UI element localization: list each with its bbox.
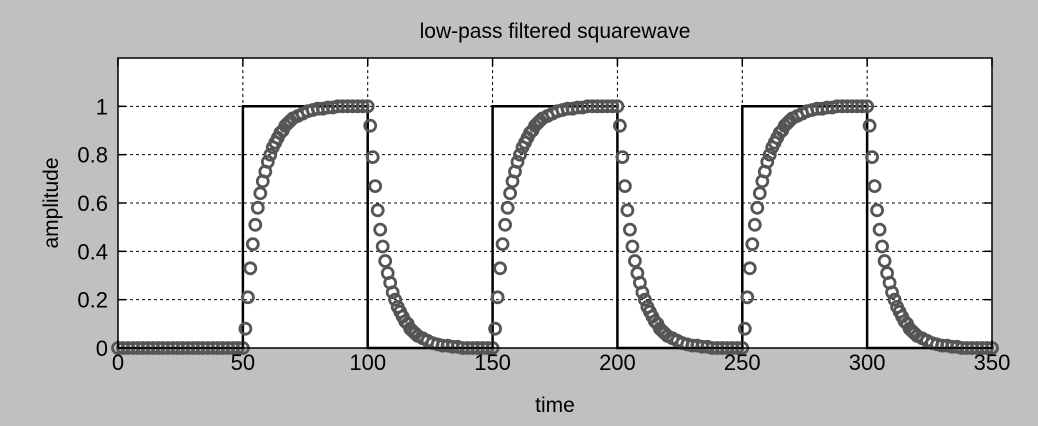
x-tick-label: 100 — [349, 350, 386, 375]
filtered-point — [885, 285, 899, 300]
filtered-point — [870, 203, 884, 218]
x-tick-label: 350 — [974, 350, 1011, 375]
filtered-point — [378, 254, 393, 268]
filtered-point — [370, 203, 385, 218]
filtered-point — [855, 99, 869, 114]
x-tick-label: 150 — [474, 350, 511, 375]
y-tick-label: 0.8 — [77, 143, 108, 168]
filtered-point — [243, 261, 258, 276]
chart-title: low-pass filtered squarewave — [420, 20, 691, 43]
filtered-point — [635, 285, 650, 300]
filtered-point — [240, 290, 255, 305]
filtered-point — [610, 99, 625, 114]
filtered-point — [368, 179, 383, 194]
filtered-point — [375, 239, 390, 254]
x-tick-label: 0 — [112, 350, 124, 375]
filtered-point — [887, 292, 902, 307]
y-axis-label: amplitude — [40, 157, 63, 248]
filtered-point — [872, 222, 887, 237]
filtered-point — [495, 237, 510, 252]
x-axis-label: time — [535, 394, 575, 417]
filtered-point — [365, 150, 380, 165]
filtered-point — [760, 154, 775, 169]
filtered-point — [493, 261, 508, 276]
filtered-point — [613, 118, 627, 133]
filtered-point — [245, 237, 260, 252]
filtered-point — [503, 186, 518, 201]
x-tick-label: 200 — [599, 350, 636, 375]
tick-layer: 0 50 100 150 200 250 300 350 0 0.2 0.4 0.6 0.8 1 — [77, 58, 1010, 375]
x-tick-label: 300 — [849, 350, 886, 375]
filtered-point — [628, 254, 642, 268]
y-tick-label: 1 — [96, 94, 108, 119]
filtered-point — [867, 179, 882, 194]
y-tick-label: 0.6 — [77, 191, 108, 216]
filtered-point — [360, 99, 375, 114]
filtered-point — [865, 150, 879, 165]
filtered-point — [762, 147, 777, 162]
filtered-point — [388, 292, 403, 307]
filtered-point — [625, 239, 640, 254]
y-tick-label: 0 — [96, 336, 108, 361]
filtered-point — [500, 200, 515, 215]
filtered-point — [742, 261, 757, 276]
filtered-point — [355, 99, 370, 114]
filtered-point — [260, 154, 275, 169]
filtered-point — [488, 321, 503, 336]
filtered-point — [618, 179, 632, 194]
filtered-point — [510, 154, 525, 169]
filtered-point — [638, 292, 652, 307]
filtered-point — [250, 200, 265, 215]
filtered-point — [620, 203, 635, 218]
filtered-point — [875, 239, 889, 254]
filtered-point — [877, 254, 892, 268]
filtered-point — [385, 285, 400, 300]
filtered-point — [263, 147, 278, 162]
filtered-point — [862, 118, 877, 133]
filtered-point — [750, 200, 765, 215]
filtered-point — [363, 118, 378, 133]
filtered-point — [745, 237, 760, 252]
filtered-point — [490, 290, 505, 305]
filtered-point — [623, 222, 637, 237]
filtered-point — [373, 222, 388, 237]
filtered-point — [860, 99, 874, 114]
filtered-point — [752, 186, 767, 201]
filtered-point — [238, 321, 253, 336]
x-tick-label: 50 — [231, 350, 255, 375]
y-tick-label: 0.2 — [77, 288, 108, 313]
y-tick-label: 0.4 — [77, 239, 108, 264]
filtered-point — [740, 290, 755, 305]
filtered-point — [615, 150, 630, 165]
filtered-point — [737, 321, 752, 336]
filtered-point — [513, 147, 527, 162]
filtered-point — [248, 217, 263, 232]
filtered-point — [253, 186, 268, 201]
filtered-point — [498, 217, 513, 232]
x-tick-label: 250 — [724, 350, 761, 375]
filtered-point — [747, 217, 762, 232]
filtered-point — [605, 99, 620, 114]
